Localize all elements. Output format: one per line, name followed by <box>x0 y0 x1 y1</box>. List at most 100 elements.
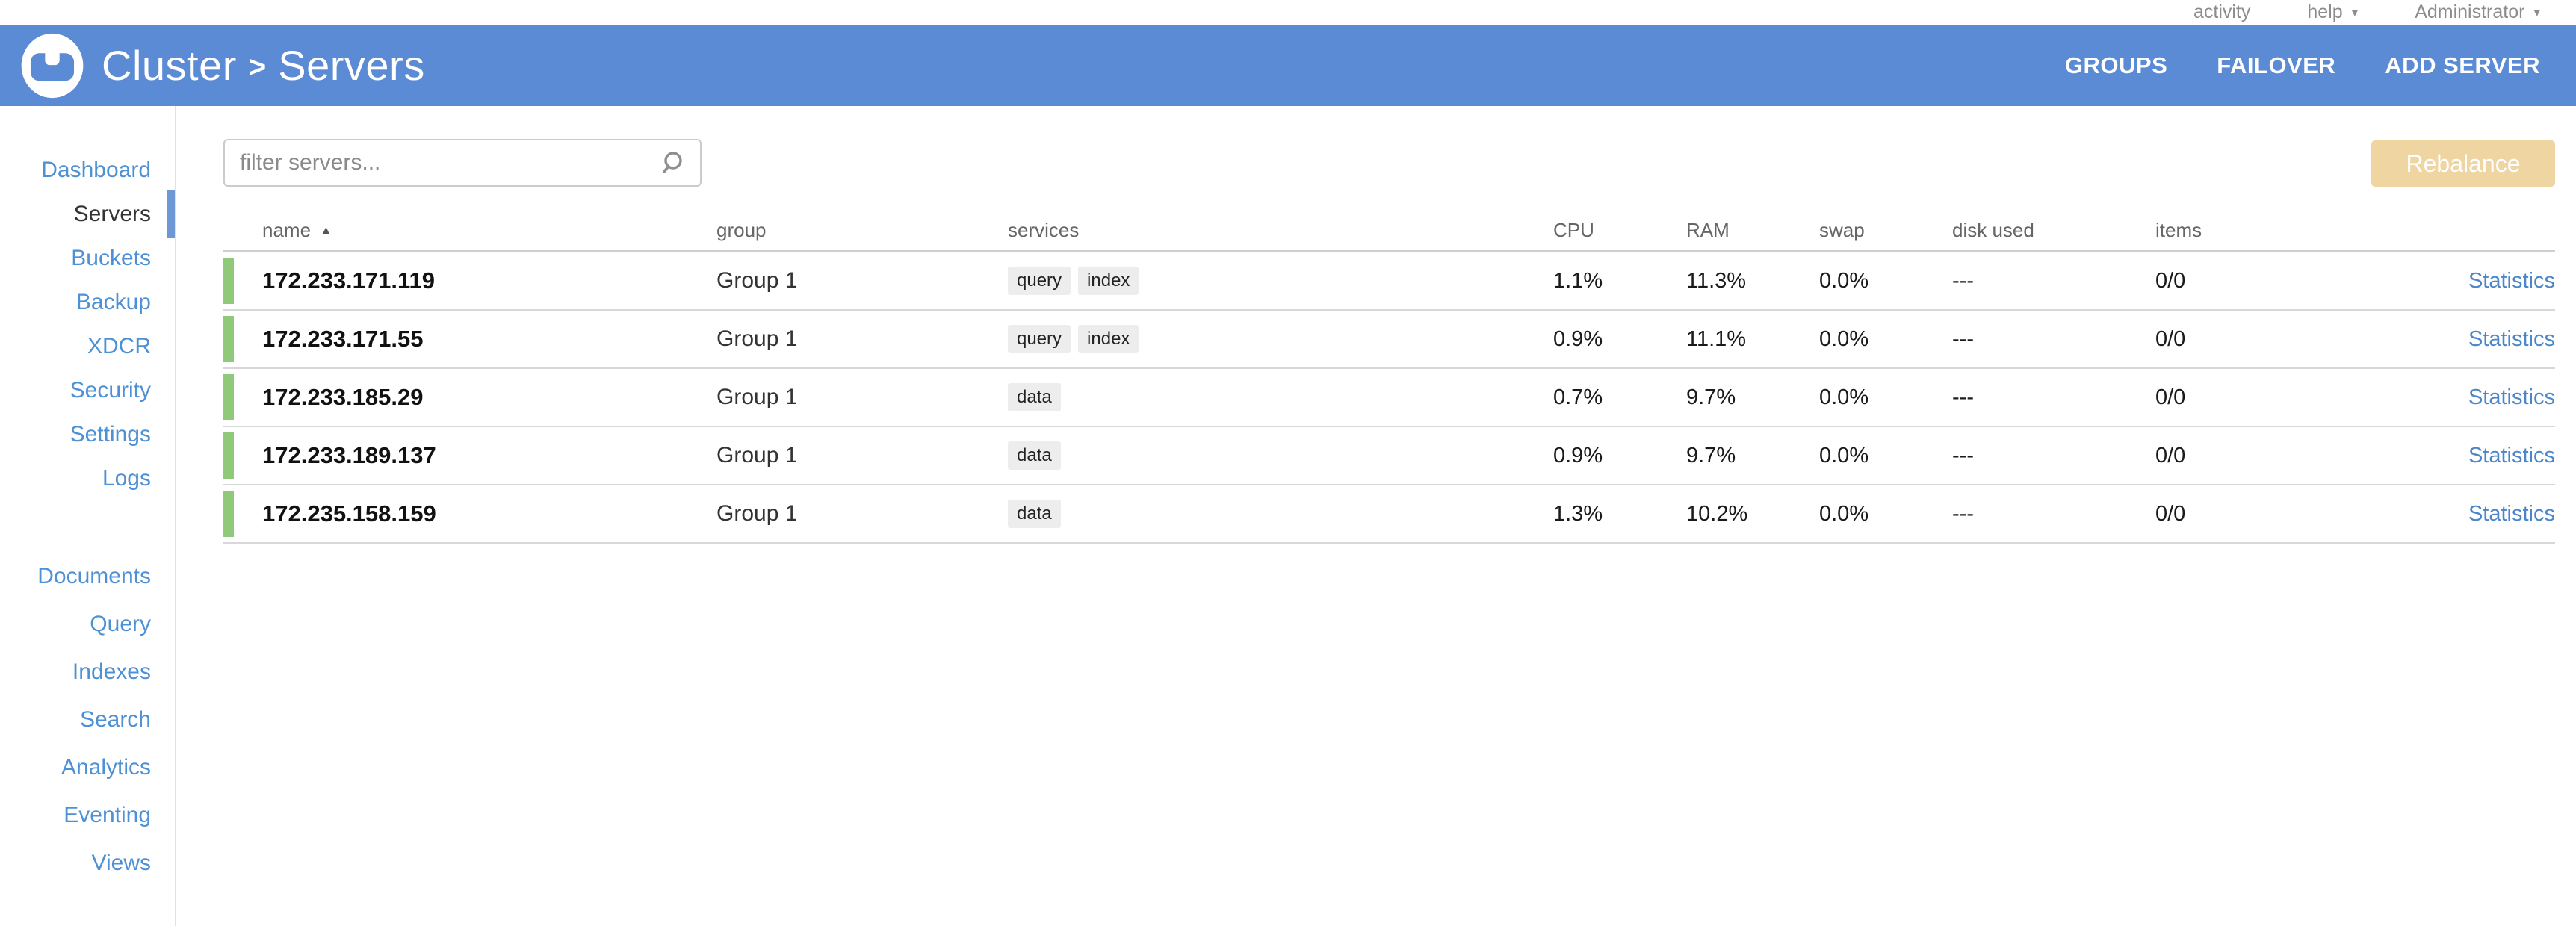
sidebar-item-indexes[interactable]: Indexes <box>0 648 175 696</box>
sidebar-item-eventing[interactable]: Eventing <box>0 792 175 839</box>
sort-ascending-icon: ▲ <box>320 223 332 237</box>
server-name: 172.233.185.29 <box>262 384 424 410</box>
server-name: 172.233.171.55 <box>262 326 424 352</box>
column-header-items: items <box>2155 219 2202 241</box>
column-header-disk-used: disk used <box>1952 219 2034 241</box>
sidebar-item-security[interactable]: Security <box>0 368 175 412</box>
ram-value: 9.7% <box>1686 385 1736 409</box>
sidebar-item-label: Dashboard <box>41 157 151 182</box>
help-label: help <box>2307 1 2343 22</box>
sidebar-item-logs[interactable]: Logs <box>0 456 175 500</box>
column-header-cpu: CPU <box>1553 219 1594 241</box>
ram-value: 11.3% <box>1686 268 1747 293</box>
server-group: Group 1 <box>716 326 798 351</box>
sidebar-item-label: Logs <box>102 465 151 491</box>
server-group: Group 1 <box>716 443 798 467</box>
sidebar-item-dashboard[interactable]: Dashboard <box>0 148 175 192</box>
activity-link[interactable]: activity <box>2193 3 2250 22</box>
column-header-label: name <box>262 219 312 241</box>
column-header-swap: swap <box>1819 219 1865 241</box>
column-header-name[interactable]: name ▲ <box>223 220 716 240</box>
user-label: Administrator <box>2415 1 2525 22</box>
row-action: Statistics <box>2312 444 2555 468</box>
sidebar-item-label: Eventing <box>64 803 151 827</box>
groups-button[interactable]: GROUPS <box>2064 52 2168 78</box>
table-row[interactable]: 172.233.171.55 Group 1 query index 0.9% … <box>223 311 2555 369</box>
row-action: Statistics <box>2312 385 2555 410</box>
page-title: Servers <box>278 42 425 89</box>
sidebar-item-label: XDCR <box>87 333 151 358</box>
sidebar-item-analytics[interactable]: Analytics <box>0 744 175 792</box>
server-services: query index <box>1008 324 1553 354</box>
row-action: Statistics <box>2312 269 2555 293</box>
server-name: 172.233.171.119 <box>262 267 436 293</box>
sidebar-item-settings[interactable]: Settings <box>0 412 175 456</box>
servers-table: name ▲ group services CPU RAM swap disk … <box>223 209 2555 544</box>
sidebar-item-label: Indexes <box>72 659 151 684</box>
disk-used-value: --- <box>1952 385 1974 409</box>
sidebar-item-xdcr[interactable]: XDCR <box>0 324 175 368</box>
statistics-link[interactable]: Statistics <box>2468 501 2555 526</box>
cpu-value: 0.9% <box>1553 326 1603 351</box>
service-badge: data <box>1008 441 1061 470</box>
server-group: Group 1 <box>716 268 798 293</box>
failover-button[interactable]: FAILOVER <box>2217 52 2336 78</box>
cpu-value: 0.9% <box>1553 443 1603 467</box>
service-badge: query <box>1008 266 1071 296</box>
sidebar-item-label: Analytics <box>61 755 151 780</box>
filter-servers-input[interactable] <box>240 150 661 175</box>
swap-value: 0.0% <box>1819 501 1869 526</box>
sidebar-item-views[interactable]: Views <box>0 839 175 887</box>
sidebar-item-label: Servers <box>73 201 151 226</box>
items-value: 0/0 <box>2155 268 2186 293</box>
service-badge: data <box>1008 382 1061 412</box>
health-status-bar <box>223 374 234 420</box>
table-row[interactable]: 172.235.158.159 Group 1 data 1.3% 10.2% … <box>223 485 2555 544</box>
sidebar-item-buckets[interactable]: Buckets <box>0 236 175 280</box>
row-action: Statistics <box>2312 502 2555 526</box>
sidebar-item-backup[interactable]: Backup <box>0 280 175 324</box>
server-services: data <box>1008 382 1553 412</box>
sidebar-item-documents[interactable]: Documents <box>0 553 175 600</box>
row-action: Statistics <box>2312 327 2555 352</box>
service-badge: index <box>1078 324 1139 354</box>
server-name: 172.233.189.137 <box>262 442 436 468</box>
table-row[interactable]: 172.233.185.29 Group 1 data 0.7% 9.7% 0.… <box>223 369 2555 427</box>
sidebar-item-servers[interactable]: Servers <box>0 190 175 238</box>
couchbase-logo-icon <box>21 33 84 98</box>
user-menu[interactable]: Administrator ▾ <box>2415 3 2540 22</box>
column-header-group: group <box>716 219 767 241</box>
main-panel: Rebalance name ▲ group services CPU RAM … <box>176 106 2576 926</box>
items-value: 0/0 <box>2155 443 2186 467</box>
cpu-value: 0.7% <box>1553 385 1603 409</box>
sidebar-item-label: Buckets <box>71 245 151 270</box>
swap-value: 0.0% <box>1819 443 1869 467</box>
table-row[interactable]: 172.233.189.137 Group 1 data 0.9% 9.7% 0… <box>223 427 2555 485</box>
caret-down-icon: ▾ <box>2533 5 2540 19</box>
statistics-link[interactable]: Statistics <box>2468 385 2555 409</box>
ram-value: 9.7% <box>1686 443 1736 467</box>
caret-down-icon: ▾ <box>2351 5 2359 19</box>
sidebar-item-label: Backup <box>75 289 151 314</box>
header-nav: GROUPS FAILOVER ADD SERVER <box>2065 54 2540 77</box>
activity-label: activity <box>2193 1 2251 22</box>
statistics-link[interactable]: Statistics <box>2468 268 2555 293</box>
server-services: data <box>1008 499 1553 529</box>
add-server-button[interactable]: ADD SERVER <box>2385 52 2540 78</box>
disk-used-value: --- <box>1952 443 1974 467</box>
disk-used-value: --- <box>1952 501 1974 526</box>
statistics-link[interactable]: Statistics <box>2468 443 2555 467</box>
server-services: query index <box>1008 266 1553 296</box>
help-menu[interactable]: help ▾ <box>2307 3 2358 22</box>
sidebar-item-query[interactable]: Query <box>0 600 175 648</box>
ram-value: 10.2% <box>1686 501 1748 526</box>
table-row[interactable]: 172.233.171.119 Group 1 query index 1.1%… <box>223 252 2555 311</box>
swap-value: 0.0% <box>1819 385 1869 409</box>
sidebar-item-search[interactable]: Search <box>0 696 175 744</box>
cpu-value: 1.3% <box>1553 501 1603 526</box>
sidebar-item-label: Views <box>91 851 151 875</box>
statistics-link[interactable]: Statistics <box>2468 326 2555 351</box>
rebalance-button[interactable]: Rebalance <box>2371 140 2555 187</box>
health-status-bar <box>223 316 234 362</box>
health-status-bar <box>223 491 234 537</box>
